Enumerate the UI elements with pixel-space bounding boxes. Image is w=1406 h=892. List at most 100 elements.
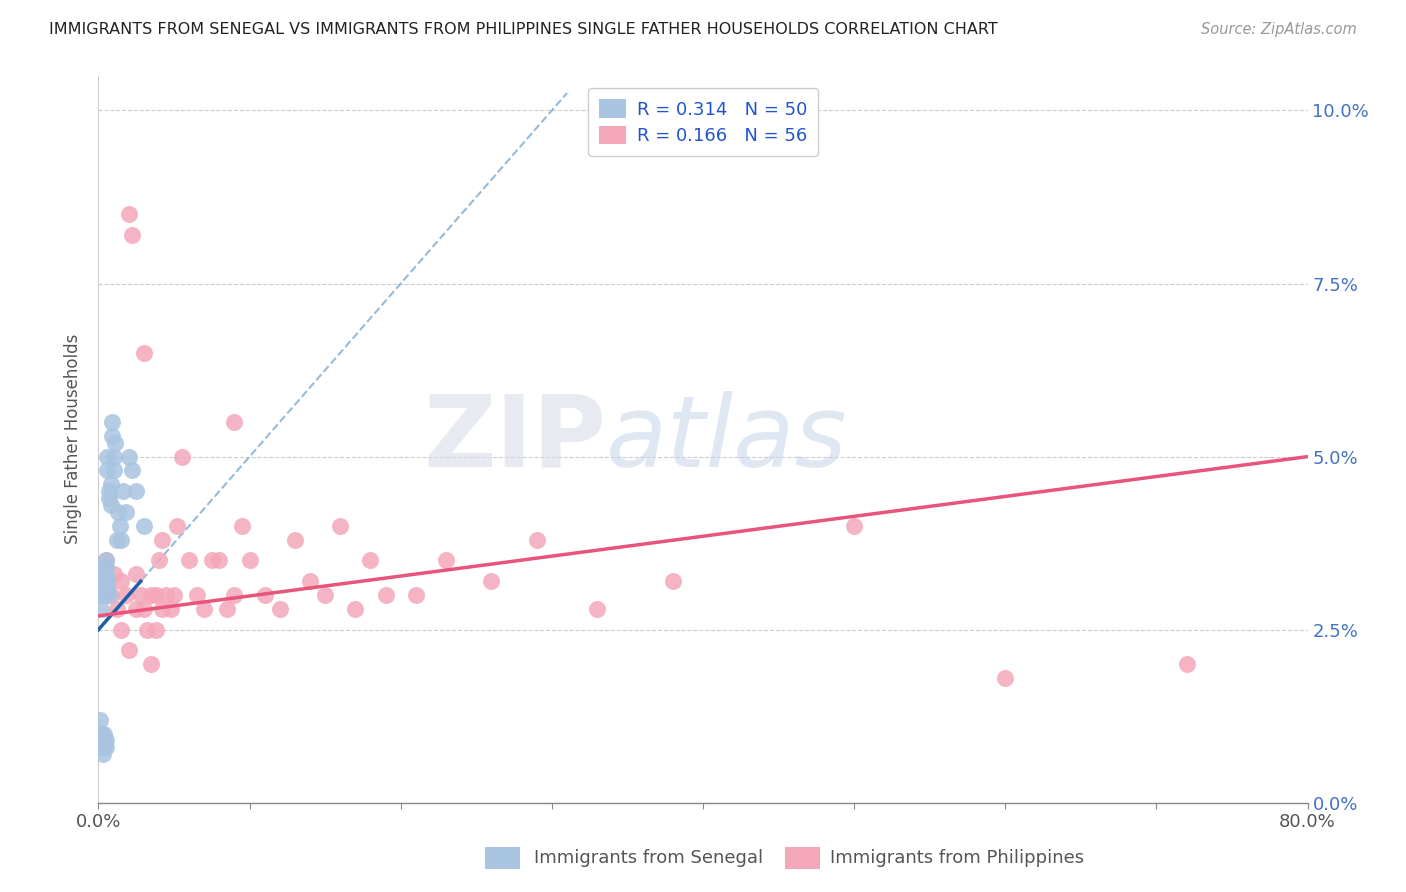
Point [89,713,111,727]
Point [145,588,167,602]
Point [526,533,548,547]
Point [239,553,262,567]
Point [132,602,155,616]
Point [141,657,163,672]
Point [125,602,148,616]
Point [208,553,231,567]
Point [94,581,117,595]
Point [94,574,117,589]
Point [405,588,427,602]
Point [94,553,117,567]
Point [93,740,115,755]
Point [89,740,111,755]
Point [284,533,307,547]
Point [111,484,134,499]
Point [150,533,173,547]
Point [96,463,118,477]
Point [344,602,367,616]
Point [150,602,173,616]
Point [374,588,396,602]
Point [103,567,125,582]
Point [100,498,122,512]
Point [434,553,457,567]
Point [107,505,129,519]
Point [125,484,148,499]
Point [94,733,117,747]
Point [90,602,112,616]
Point [253,588,276,602]
Point [170,450,193,464]
Point [269,602,291,616]
Point [179,553,201,567]
Point [329,519,352,533]
Point [121,463,143,477]
Point [98,588,121,602]
Point [110,623,132,637]
Point [586,602,609,616]
Point [994,671,1017,685]
Point [360,553,382,567]
Point [96,574,118,589]
Point [215,602,238,616]
Text: ZIP: ZIP [423,391,606,488]
Point [105,602,128,616]
Point [94,567,117,582]
Point [91,581,114,595]
Point [101,415,124,429]
Point [110,533,132,547]
Point [91,747,114,762]
Point [141,588,163,602]
Point [105,533,128,547]
Point [299,574,322,589]
Point [94,740,117,755]
Point [104,435,127,450]
Point [186,588,208,602]
Text: IMMIGRANTS FROM SENEGAL VS IMMIGRANTS FROM PHILIPPINES SINGLE FATHER HOUSEHOLDS : IMMIGRANTS FROM SENEGAL VS IMMIGRANTS FR… [49,22,998,37]
Point [163,588,186,602]
Point [100,477,122,491]
Point [145,623,167,637]
Point [121,228,143,243]
Point [844,519,866,533]
Point [155,588,177,602]
Point [94,553,117,567]
Point [118,450,141,464]
Text: Immigrants from Philippines: Immigrants from Philippines [830,849,1084,867]
Point [89,726,111,740]
Point [93,733,115,747]
Point [118,207,141,221]
Point [93,588,115,602]
Point [201,553,224,567]
Point [129,588,152,602]
Point [148,553,170,567]
Point [91,560,114,574]
Point [481,574,503,589]
Text: Source: ZipAtlas.com: Source: ZipAtlas.com [1201,22,1357,37]
Point [91,567,114,582]
Text: Immigrants from Senegal: Immigrants from Senegal [534,849,763,867]
Legend: R = 0.314   N = 50, R = 0.166   N = 56: R = 0.314 N = 50, R = 0.166 N = 56 [588,88,818,156]
Point [110,574,132,589]
Point [231,519,253,533]
Point [90,588,112,602]
Point [132,345,155,359]
Point [91,733,114,747]
Point [114,588,136,602]
Point [224,588,246,602]
Point [118,643,141,657]
Point [160,602,183,616]
Point [96,450,118,464]
Point [132,519,155,533]
Point [135,623,157,637]
Point [93,726,115,740]
Point [90,740,112,755]
Point [100,588,122,602]
Point [93,567,115,582]
Point [193,602,215,616]
Point [98,484,121,499]
Point [314,588,336,602]
Point [166,519,188,533]
Point [108,519,131,533]
Point [661,574,683,589]
Point [1175,657,1198,672]
